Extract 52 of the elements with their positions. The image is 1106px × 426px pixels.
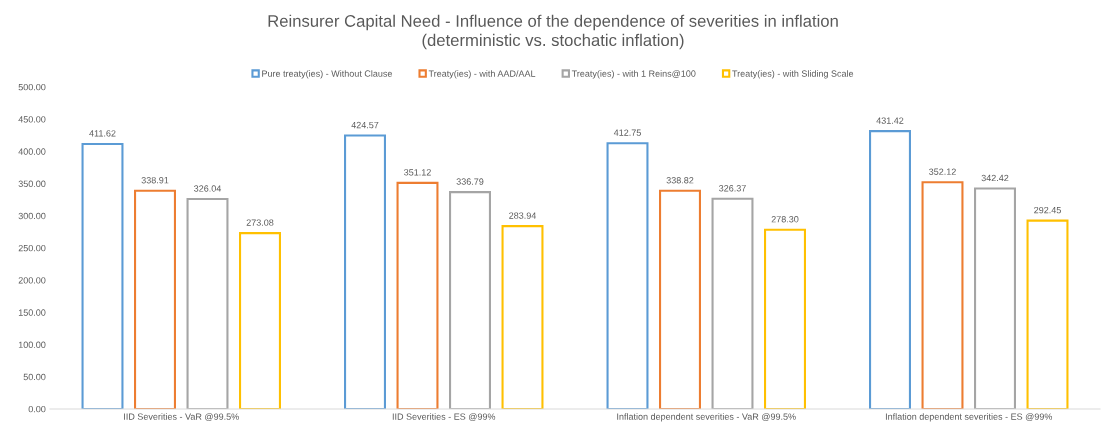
legend-label: Pure treaty(ies) - Without Clause	[262, 70, 393, 79]
legend-label: Treaty(ies) - with AAD/AAL	[428, 70, 536, 79]
bar	[921, 181, 964, 409]
bar	[449, 191, 491, 409]
bar	[974, 187, 1016, 409]
y-tick-label: 300.00	[18, 212, 46, 220]
y-tick-label: 100.00	[18, 341, 46, 348]
y-tick-label: 500.00	[18, 83, 46, 91]
chart-title: Reinsurer Capital Need - Influence of the dependence of severities in inflation (deterministic vs. stochatic inflation)	[268, 14, 838, 50]
bar	[711, 197, 754, 409]
data-label: 342.42	[981, 174, 1009, 182]
data-label: 336.79	[456, 178, 484, 185]
data-label: 351.12	[404, 169, 431, 176]
y-tick-label: 450.00	[18, 116, 46, 123]
bar	[396, 181, 439, 409]
data-label: 412.75	[613, 129, 641, 136]
y-tick-label: 350.00	[18, 180, 46, 187]
bar	[659, 189, 701, 409]
bar	[344, 134, 386, 409]
y-tick-label: 250.00	[18, 244, 46, 252]
x-tick-label: Inflation dependent severities - VaR @99.5%	[617, 413, 796, 422]
bar	[81, 142, 124, 409]
legend-label: Treaty(ies) - with Sliding Scale	[732, 70, 854, 79]
data-label: 326.04	[194, 185, 222, 192]
bar	[1026, 219, 1069, 409]
legend-label: Treaty(ies) - with 1 Reins@100	[571, 70, 696, 79]
x-tick-label: IID Severities - VaR @99.5%	[124, 413, 239, 421]
bar	[134, 189, 176, 409]
y-tick-label: 400.00	[18, 148, 46, 155]
bar	[186, 197, 229, 409]
data-label: 338.91	[141, 177, 169, 184]
data-label: 273.08	[246, 219, 274, 226]
y-tick-label: 150.00	[18, 309, 46, 316]
data-label: 278.30	[771, 216, 799, 223]
data-label: 411.62	[89, 130, 116, 137]
y-tick-label: 0.00	[28, 405, 46, 413]
y-tick-label: 50.00	[23, 373, 46, 381]
x-tick-label: Inflation dependent severities - ES @99%	[885, 413, 1053, 422]
data-label: 338.82	[666, 177, 694, 184]
data-label: 431.42	[876, 117, 904, 124]
bar	[501, 225, 544, 409]
data-label: 326.37	[719, 185, 746, 192]
data-label: 424.57	[351, 121, 379, 129]
data-label: 292.45	[1034, 206, 1061, 214]
x-tick-label: IID Severities - ES @99%	[392, 413, 496, 421]
bar	[869, 130, 911, 409]
data-label: 352.12	[929, 168, 956, 175]
y-tick-label: 200.00	[18, 277, 46, 284]
bar	[606, 142, 649, 409]
data-label: 283.94	[509, 212, 537, 219]
bar	[239, 232, 281, 409]
bar	[764, 228, 806, 409]
